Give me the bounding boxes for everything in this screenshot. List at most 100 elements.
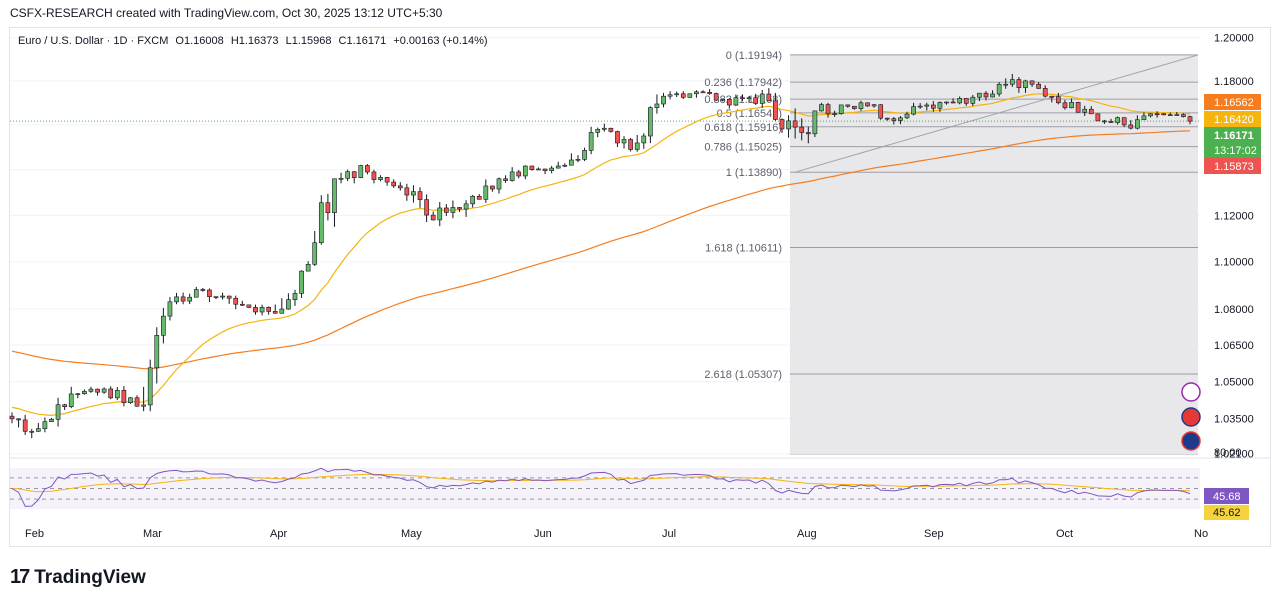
rsi-signal-line	[11, 473, 1191, 493]
candle	[713, 92, 719, 102]
candle	[503, 175, 508, 183]
candle-body	[457, 207, 462, 210]
candle-body	[819, 104, 824, 112]
candle-body	[1148, 113, 1153, 117]
candle-body	[259, 306, 265, 313]
candle-body	[832, 113, 837, 115]
candle	[1016, 77, 1022, 93]
legend-change: +0.00163 (+0.14%)	[393, 35, 488, 47]
candle-body	[121, 390, 127, 404]
candle-body	[641, 135, 647, 144]
candle	[648, 106, 653, 144]
candle-body	[667, 94, 673, 97]
candle	[812, 110, 818, 138]
candle	[226, 295, 232, 304]
candle	[496, 177, 502, 194]
tradingview-mark-icon: 17	[10, 566, 30, 588]
candle-body	[226, 295, 232, 299]
candle	[62, 403, 67, 411]
rsi-signal-tag	[1204, 505, 1249, 520]
candle	[575, 155, 581, 163]
candle-body	[838, 104, 844, 114]
candle	[634, 134, 640, 152]
lightning-icon-circle	[1181, 382, 1201, 402]
candle-body	[588, 132, 594, 151]
candle-body	[318, 202, 324, 244]
candle	[944, 101, 949, 105]
candle-body	[174, 296, 179, 303]
x-tick-label: May	[401, 528, 422, 540]
candle-body	[371, 171, 377, 180]
x-tick-label: Oct	[1056, 528, 1073, 540]
candle	[569, 153, 574, 166]
candle	[134, 395, 140, 407]
candle	[1082, 105, 1088, 117]
y-tick-label: 1.05000	[1214, 377, 1254, 389]
tradingview-logo[interactable]: 17 TradingView	[10, 566, 146, 589]
candle	[378, 175, 383, 182]
candle	[1121, 117, 1127, 128]
candle	[950, 98, 956, 104]
candle-body	[463, 203, 469, 210]
fib-level-label: 1.618 (1.10611)	[705, 242, 782, 254]
us-flag-icon	[1181, 407, 1201, 427]
candle	[22, 414, 28, 435]
candle-body	[187, 296, 193, 302]
candle	[1161, 113, 1167, 116]
candle-body	[213, 296, 219, 298]
candle	[799, 118, 805, 141]
candle	[154, 327, 160, 384]
eu-flag-icon-circle	[1181, 431, 1201, 451]
candle	[444, 203, 449, 216]
candle-body	[522, 165, 528, 177]
legend-open: O1.16008	[175, 35, 224, 47]
candle-body	[858, 102, 864, 109]
candle	[384, 176, 390, 186]
candle	[174, 292, 179, 305]
fib-level-label: 0.786 (1.15025)	[704, 142, 782, 154]
candle-body	[75, 393, 81, 396]
logo-text: TradingView	[34, 566, 146, 588]
candle-body	[740, 97, 745, 100]
candle-body	[1102, 120, 1107, 123]
candle-body	[950, 101, 956, 104]
candle	[720, 98, 726, 102]
candle	[279, 298, 285, 314]
candle	[990, 90, 995, 98]
candle-body	[766, 93, 772, 102]
y-tick-label: 1.08000	[1214, 304, 1254, 316]
candle	[509, 167, 515, 182]
candle-body	[509, 171, 515, 181]
candle	[68, 386, 74, 409]
candle-body	[246, 304, 252, 308]
candle-body	[608, 127, 614, 132]
candle-body	[575, 158, 581, 161]
candle-body	[490, 185, 495, 190]
candle-body	[180, 296, 186, 302]
candle-body	[503, 178, 508, 181]
candle-body	[759, 93, 765, 104]
candle-body	[733, 97, 739, 106]
fib-level-label: 0.618 (1.15916)	[704, 122, 782, 134]
candle-body	[1023, 80, 1028, 88]
candle	[430, 211, 436, 221]
candle	[825, 102, 831, 118]
candle-body	[1016, 79, 1022, 88]
candle-body	[628, 139, 633, 150]
candle	[1075, 101, 1081, 113]
candle-body	[1075, 102, 1081, 113]
candle	[207, 288, 212, 303]
candle-body	[898, 117, 903, 121]
candle-body	[16, 418, 21, 421]
price-axis-tag	[1204, 142, 1261, 158]
candle	[1029, 80, 1035, 87]
candle-body	[825, 104, 831, 115]
chart-credit: CSFX-RESEARCH created with TradingView.c…	[10, 6, 443, 20]
candle-body	[1095, 113, 1101, 122]
candle-body	[1029, 80, 1035, 85]
candle-body	[134, 397, 140, 407]
candle-body	[470, 195, 476, 205]
candle	[128, 397, 133, 404]
candle-body	[680, 93, 686, 98]
